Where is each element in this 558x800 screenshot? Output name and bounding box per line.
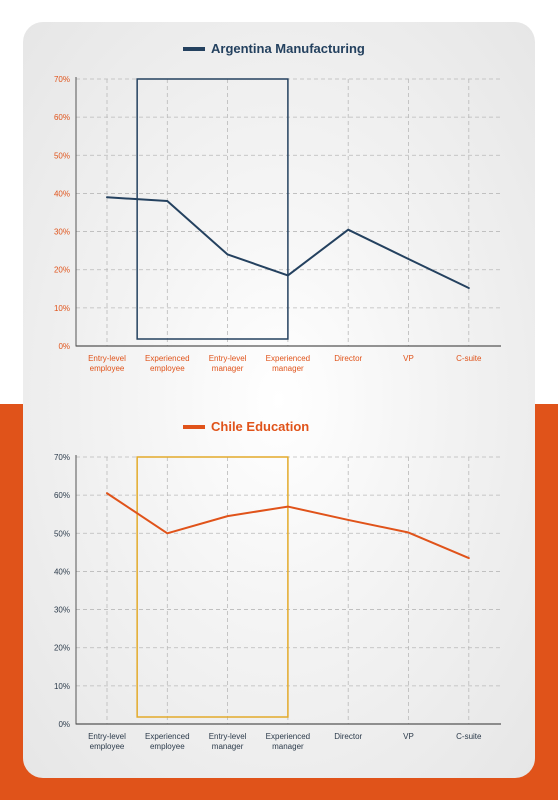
y-tick-label: 70% xyxy=(54,453,70,462)
y-tick-label: 10% xyxy=(54,682,70,691)
y-tick-label: 40% xyxy=(54,189,70,198)
x-category-label: Experienced employee xyxy=(145,354,189,373)
y-tick-label: 70% xyxy=(54,75,70,84)
y-tick-label: 60% xyxy=(54,113,70,122)
y-tick-label: 30% xyxy=(54,228,70,237)
y-tick-label: 60% xyxy=(54,491,70,500)
x-category-label: C-suite xyxy=(456,732,482,741)
x-category-label: VP xyxy=(403,732,414,741)
y-tick-label: 0% xyxy=(58,342,70,351)
x-category-label: Experienced manager xyxy=(266,354,310,373)
legend-label: Chile Education xyxy=(211,419,309,434)
x-category-label: Entry-level manager xyxy=(209,354,247,373)
x-category-label: Entry-level employee xyxy=(88,354,126,373)
y-tick-label: 0% xyxy=(58,720,70,729)
highlight-box xyxy=(136,78,289,340)
x-category-label: Director xyxy=(334,732,362,741)
x-category-label: Director xyxy=(334,354,362,363)
y-tick-label: 40% xyxy=(54,567,70,576)
legend-label: Argentina Manufacturing xyxy=(211,41,365,56)
y-tick-label: 50% xyxy=(54,529,70,538)
y-tick-label: 30% xyxy=(54,606,70,615)
chart-card: Argentina Manufacturing 0% 10% 20% 30% 40% 50%… xyxy=(23,22,535,778)
x-category-label: Entry-level employee xyxy=(88,732,126,751)
x-category-label: Experienced employee xyxy=(145,732,189,751)
x-category-label: VP xyxy=(403,354,414,363)
y-tick-label: 10% xyxy=(54,304,70,313)
y-tick-label: 20% xyxy=(54,644,70,653)
x-category-label: Entry-level manager xyxy=(209,732,247,751)
chile-education-chart: Chile Education 0% 10% 20% 30% 40% 50% 60% 70% En… xyxy=(54,419,501,751)
x-category-label: Experienced manager xyxy=(266,732,310,751)
x-category-label: C-suite xyxy=(456,354,482,363)
highlight-box xyxy=(136,456,289,718)
y-tick-label: 50% xyxy=(54,151,70,160)
argentina-manufacturing-chart: Argentina Manufacturing 0% 10% 20% 30% 40% 50%… xyxy=(54,41,501,373)
y-tick-label: 20% xyxy=(54,266,70,275)
